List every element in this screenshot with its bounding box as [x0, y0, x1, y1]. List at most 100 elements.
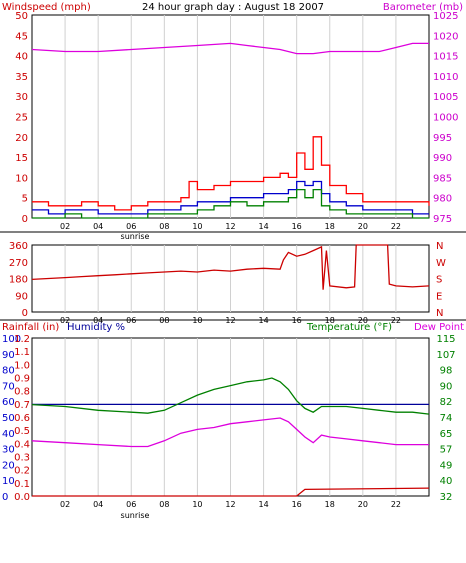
- humidity-tick-label: 40: [2, 429, 15, 440]
- x-tick-label: 16: [292, 222, 302, 231]
- humidity-tick-label: 10: [2, 476, 15, 487]
- y-tick-label: 5: [22, 194, 28, 205]
- rain-humidity-temperature-panel: Rainfall (in) Humidity % Temperature (°F…: [2, 322, 464, 520]
- y2-tick-label: 980: [433, 194, 452, 205]
- x-tick-label: 06: [126, 222, 136, 231]
- y-tick-label: 90: [15, 291, 28, 302]
- humidity-axis-label: Humidity %: [67, 322, 125, 333]
- y-tick-label: 50: [15, 11, 28, 22]
- temperature-tick-label: 74: [440, 413, 453, 424]
- y-tick-label: 180: [9, 275, 28, 286]
- rain-tick-label: 1.1: [14, 347, 30, 358]
- chart-title: 24 hour graph day : August 18 2007: [142, 2, 324, 13]
- y2-tick-label: 975: [433, 214, 452, 225]
- rain-tick-label: 0.3: [14, 453, 30, 464]
- x-tick-label: 02: [60, 500, 70, 509]
- rain-tick-label: 0.7: [14, 400, 30, 411]
- temperature-tick-label: 40: [440, 476, 453, 487]
- temperature-tick-label: 49: [440, 460, 453, 471]
- dewpoint-axis-label: Dew Point: [414, 322, 464, 333]
- right-tick-labels: 975 980 985 990 995 1000 1005 1010 1015 1020 1025: [433, 11, 458, 225]
- y-tick-label: 0: [22, 214, 28, 225]
- x-tick-label: 14: [258, 500, 268, 509]
- barometer-line: [31, 42, 429, 55]
- grid: [64, 338, 397, 496]
- temperature-tick-label: 65: [440, 429, 453, 440]
- x-tick-label: 04: [93, 222, 103, 231]
- temperature-tick-label: 107: [436, 350, 455, 361]
- sunrise-label: sunrise: [121, 511, 150, 520]
- x-tick-label: 12: [225, 500, 235, 509]
- y-tick-label: 270: [9, 258, 28, 269]
- x-tick-label: 04: [93, 500, 103, 509]
- rain-tick-label: 0.4: [14, 439, 30, 450]
- y-tick-label: 25: [15, 113, 28, 124]
- x-tick-label: 06: [126, 500, 136, 509]
- temperature-tick-label: 57: [440, 445, 453, 456]
- x-tick-labels: 02 04 06 08 10 12 14 16 18 20 22: [60, 222, 401, 231]
- temperature-tick-labels: 32 40 49 57 65 74 82 90 98 107 115: [436, 334, 455, 503]
- y2-tick-label: 1015: [433, 52, 458, 63]
- series-lines: [31, 244, 430, 290]
- series-lines: [31, 377, 430, 497]
- compass-label: N: [436, 308, 443, 319]
- left-tick-labels: 0 5 10 15 20 25 30 35 40 45 50: [15, 11, 28, 225]
- barometer-axis-label: Barometer (mb): [383, 2, 463, 13]
- compass-label: W: [436, 258, 446, 269]
- grid: [64, 245, 397, 312]
- y-tick-label: 40: [15, 52, 28, 63]
- rain-tick-label: 0.9: [14, 374, 30, 385]
- x-tick-label: 16: [292, 500, 302, 509]
- rain-tick-label: 1.0: [14, 360, 30, 371]
- x-tick-label: 10: [192, 222, 202, 231]
- rain-tick-labels: 0.0 0.1 0.2 0.3 0.4 0.5 0.6 0.7 0.8 0.9 1.0 1.1 1.2: [14, 334, 30, 503]
- humidity-tick-label: 70: [2, 381, 15, 392]
- gust-line: [32, 136, 430, 211]
- humidity-tick-label: 100: [2, 334, 21, 345]
- temperature-tick-label: 82: [440, 397, 453, 408]
- avg-line: [32, 180, 429, 215]
- x-tick-label: 08: [159, 222, 169, 231]
- y-tick-label: 45: [15, 31, 28, 42]
- direction-line: [31, 244, 430, 290]
- x-tick-label: 22: [391, 500, 401, 509]
- y2-tick-label: 995: [433, 133, 452, 144]
- x-tick-labels: 02 04 06 08 10 12 14 16 18 20 22: [60, 500, 401, 509]
- temperature-axis-label: Temperature (°F): [306, 322, 392, 333]
- windspeed-axis-label: Windspeed (mph): [2, 2, 91, 13]
- temperature-tick-label: 90: [440, 381, 453, 392]
- y-tick-label: 0: [22, 308, 28, 319]
- y-tick-label: 10: [15, 173, 28, 184]
- y-tick-label: 20: [15, 133, 28, 144]
- temperature-tick-label: 115: [436, 334, 455, 345]
- compass-label: N: [436, 241, 443, 252]
- wind-barometer-panel: Windspeed (mph) 24 hour graph day : Augu…: [2, 2, 463, 241]
- rain-tick-label: 0.8: [14, 387, 30, 398]
- humidity-tick-label: 90: [2, 350, 15, 361]
- temperature-line: [31, 377, 430, 415]
- rain-tick-label: 0.5: [14, 426, 30, 437]
- y-tick-label: 15: [15, 153, 28, 164]
- y2-tick-label: 990: [433, 153, 452, 164]
- humidity-tick-label: 60: [2, 397, 15, 408]
- x-tick-label: 18: [325, 500, 335, 509]
- compass-label: S: [436, 275, 442, 286]
- y-tick-label: 360: [9, 241, 28, 252]
- rain-tick-label: 0.6: [14, 413, 30, 424]
- x-tick-label: 10: [192, 500, 202, 509]
- x-tick-label: 02: [60, 222, 70, 231]
- rain-tick-label: 0.1: [14, 479, 30, 490]
- rain-tick-label: 0.0: [14, 492, 30, 503]
- y2-tick-label: 1020: [433, 31, 458, 42]
- x-tick-label: 08: [159, 500, 169, 509]
- y-tick-label: 35: [15, 72, 28, 83]
- rain-line: [32, 487, 430, 497]
- min-line: [32, 188, 429, 219]
- rainfall-axis-label: Rainfall (in): [2, 322, 59, 333]
- y2-tick-label: 985: [433, 173, 452, 184]
- y2-tick-label: 1025: [433, 11, 458, 22]
- x-tick-label: 22: [391, 222, 401, 231]
- temperature-tick-label: 98: [440, 366, 453, 377]
